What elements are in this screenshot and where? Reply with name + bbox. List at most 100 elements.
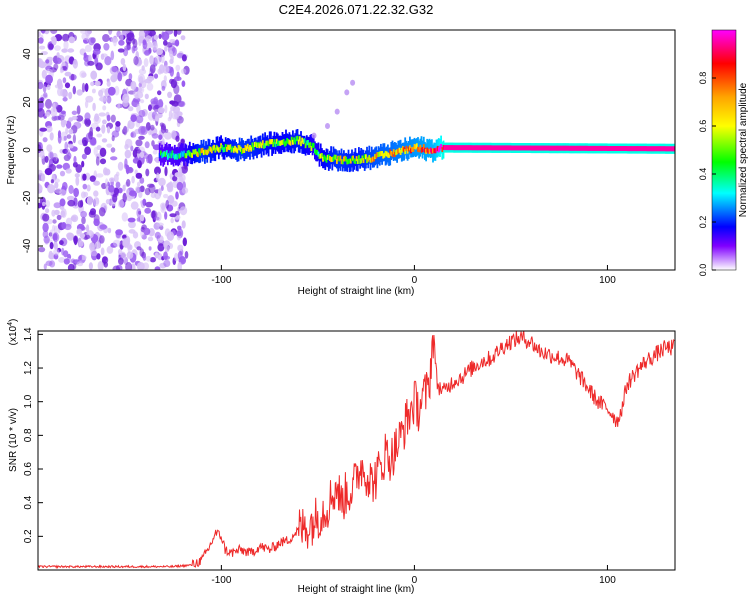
ridge-cell	[465, 145, 468, 151]
ridge-halo	[319, 143, 322, 162]
noise-speck	[54, 242, 58, 250]
ridge-cell	[611, 146, 614, 151]
ridge-cell	[481, 145, 484, 151]
ridge-cell	[241, 149, 243, 155]
noise-speck	[180, 35, 186, 41]
ridge-cell	[447, 145, 449, 151]
noise-speck	[133, 56, 139, 66]
x-tick-label: 100	[599, 575, 616, 586]
ridge-cell	[188, 151, 191, 157]
ridge-cell	[434, 148, 437, 154]
noise-speck	[94, 241, 101, 249]
y-tick-label: 1.4	[23, 327, 34, 341]
ridge-halo	[249, 141, 251, 160]
ridge-cell	[187, 150, 190, 155]
noise-speck	[140, 99, 145, 104]
ridge-cell	[158, 152, 161, 158]
ridge-halo	[207, 138, 210, 157]
ridge-cell	[645, 146, 647, 152]
noise-speck	[144, 93, 149, 100]
ridge-cell	[618, 146, 621, 151]
ridge-halo	[162, 148, 165, 167]
ridge-cell	[570, 145, 572, 151]
ridge-halo	[300, 131, 302, 150]
ridge-cell	[550, 145, 553, 151]
noise-speck	[130, 201, 139, 210]
noise-speck	[174, 39, 180, 47]
ridge-cell	[640, 146, 643, 152]
ridge-cell	[607, 146, 609, 151]
chart-title: C2E4.2026.071.22.32.G32	[279, 2, 434, 17]
noise-speck	[131, 45, 136, 54]
noise-speck	[148, 246, 152, 251]
ridge-cell	[349, 158, 352, 164]
ridge-cell	[669, 146, 672, 152]
ridge-cell	[365, 154, 367, 160]
noise-speck	[130, 131, 137, 138]
noise-speck	[170, 217, 174, 224]
ridge-cell	[502, 145, 505, 151]
ridge-cell	[491, 145, 493, 151]
ridge-cell	[322, 156, 324, 162]
ridge-halo	[370, 146, 373, 165]
noise-speck	[134, 94, 139, 100]
ridge-cell	[392, 149, 395, 155]
ridge-cell	[169, 151, 171, 157]
noise-speck	[93, 190, 99, 197]
ridge-cell	[630, 146, 632, 152]
noise-speck	[74, 173, 80, 178]
noise-speck	[79, 240, 84, 247]
ridge-cell	[590, 145, 593, 151]
noise-speck	[53, 202, 62, 209]
ridge-cell	[441, 147, 444, 153]
ridge-cell	[594, 145, 597, 151]
colorbar-label: Normalized spectral amplitude	[738, 82, 749, 217]
noise-speck	[147, 236, 154, 242]
ridge-cell	[205, 149, 207, 155]
noise-speck	[177, 261, 182, 270]
noise-speck	[90, 208, 96, 216]
noise-speck	[176, 181, 183, 191]
noise-speck	[101, 138, 108, 143]
noise-speck	[52, 232, 60, 243]
noise-speck	[73, 155, 77, 164]
ridge-cell	[492, 145, 495, 151]
ridge-cell	[597, 145, 600, 151]
ridge-cell	[477, 145, 480, 151]
ridge-cell	[631, 146, 634, 152]
noise-speck	[170, 105, 176, 112]
noise-speck	[145, 255, 152, 262]
noise-speck	[176, 30, 182, 35]
ridge-halo	[293, 135, 295, 154]
ridge-halo	[202, 139, 205, 158]
ridge-cell	[193, 149, 196, 155]
noise-speck	[171, 200, 178, 207]
ridge-cell	[191, 152, 193, 158]
ridge-cell	[639, 146, 642, 152]
noise-speck	[153, 34, 159, 41]
colorbar-tick-label: 0.4	[698, 168, 708, 181]
ridge-cell	[484, 145, 487, 151]
ridge-cell	[376, 152, 379, 158]
ridge-cell	[404, 149, 407, 155]
ridge-cell	[671, 146, 674, 152]
noise-speck	[177, 244, 184, 252]
noise-speck	[108, 185, 115, 193]
ridge-cell	[259, 141, 262, 147]
ridge-halo	[252, 141, 255, 160]
noise-speck	[154, 114, 159, 122]
spectrogram-noise	[38, 30, 190, 270]
ridge-cell	[303, 138, 306, 144]
noise-speck	[138, 68, 147, 75]
noise-speck	[138, 109, 146, 118]
noise-speck	[61, 61, 66, 68]
ridge-cell	[498, 145, 500, 151]
ridge-cell	[435, 147, 438, 153]
y-tick-label: -40	[22, 238, 33, 253]
noise-speck	[39, 45, 46, 50]
ridge-cell	[446, 145, 448, 151]
noise-speck	[52, 219, 57, 224]
noise-speck	[64, 141, 68, 151]
ridge-cell	[389, 149, 392, 155]
ridge-halo	[264, 132, 266, 151]
